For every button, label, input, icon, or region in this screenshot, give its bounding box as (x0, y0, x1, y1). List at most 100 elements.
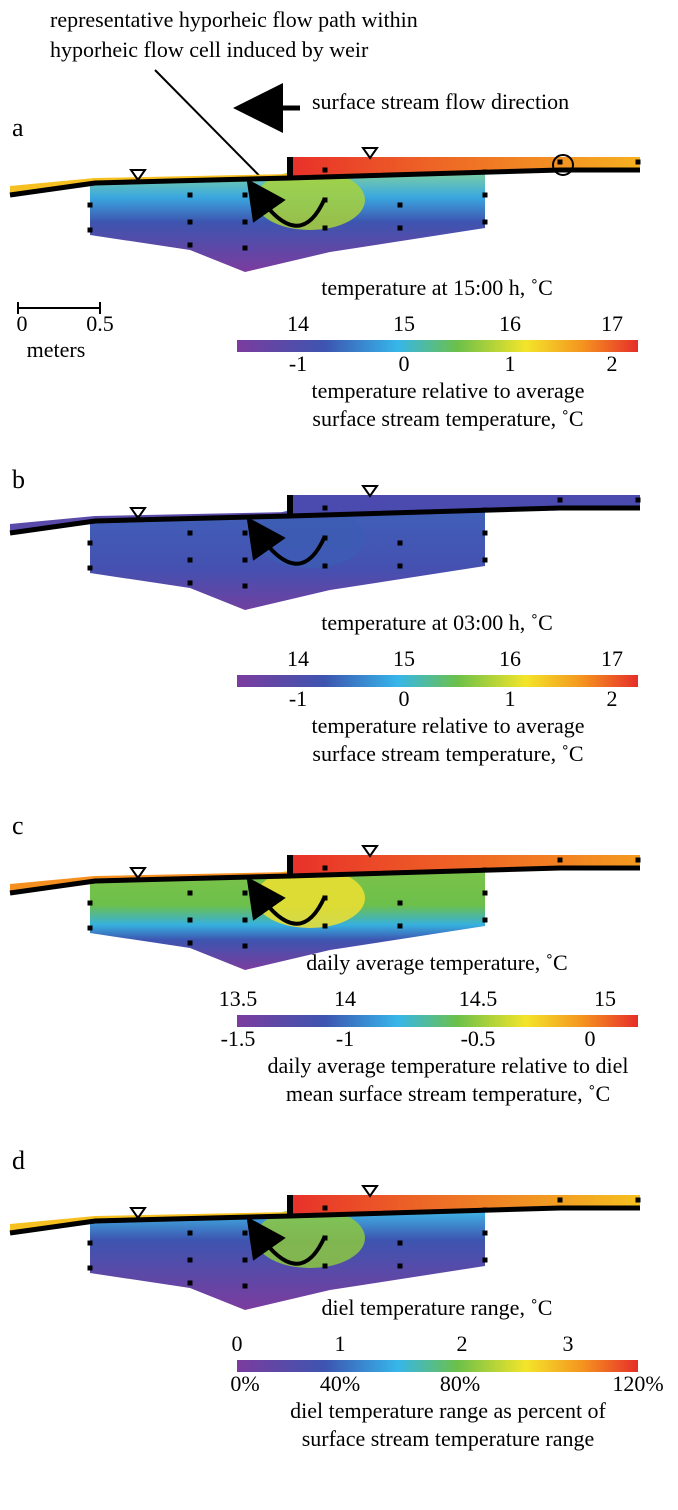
colorbar-tick: -1 (289, 351, 307, 376)
sensor (635, 497, 641, 503)
water-level (129, 507, 147, 520)
colorbar-caption: temperature relative to average (311, 713, 584, 738)
colorbar-tick: 17 (601, 311, 623, 336)
sensor (482, 1230, 488, 1236)
sensor (242, 1257, 248, 1263)
colorbar-tick: -1 (336, 1026, 354, 1051)
sensor (187, 580, 193, 586)
colorbar-tick: 15 (393, 311, 415, 336)
sensor (397, 225, 403, 231)
water-level (361, 845, 379, 858)
colorbar-tick: 80% (440, 1371, 480, 1396)
colorbar-tick: 0% (230, 1371, 259, 1396)
panel-label: b (12, 465, 25, 494)
colorbar-title: temperature at 15:00 h, ˚C (321, 275, 553, 300)
sensor (635, 159, 641, 165)
sensor (187, 917, 193, 923)
sensor (397, 1263, 403, 1269)
panel-label: a (12, 113, 24, 142)
water-level (129, 1207, 147, 1220)
water-level (361, 1185, 379, 1198)
sensor (397, 923, 403, 929)
sensor (242, 557, 248, 563)
colorbar-tick: 120% (612, 1371, 663, 1396)
sensor (87, 565, 93, 571)
flow-direction: surface stream flow direction (312, 89, 569, 114)
sensor (482, 169, 488, 175)
water-level (129, 169, 147, 182)
sensor (322, 505, 328, 511)
flow-path (246, 1216, 327, 1266)
colorbar-tick: 2 (457, 1331, 468, 1356)
water-level (129, 867, 147, 880)
sensor (87, 1265, 93, 1271)
flow-path (246, 876, 327, 926)
sensor (242, 219, 248, 225)
sensor (87, 900, 93, 906)
sensor (322, 225, 328, 231)
sensor (397, 1240, 403, 1246)
colorbar-tick: 1 (335, 1331, 346, 1356)
water-level (361, 485, 379, 498)
scale-tick: 0 (17, 311, 28, 336)
sensor (482, 219, 488, 225)
colorbar (237, 1015, 638, 1027)
colorbar-tick: 1 (505, 351, 516, 376)
sensor (322, 167, 328, 173)
sensor (557, 159, 563, 165)
colorbar (237, 675, 638, 687)
colorbar-tick: 14.5 (459, 986, 498, 1011)
colorbar-tick: -1 (289, 686, 307, 711)
water-upstream (290, 855, 640, 876)
scale-unit: meters (27, 337, 86, 362)
sensor (87, 540, 93, 546)
colorbar-tick: 17 (601, 646, 623, 671)
colorbar (237, 340, 638, 352)
sensor (87, 227, 93, 233)
sensor (322, 563, 328, 569)
colorbar-tick: 2 (607, 351, 618, 376)
sensor (187, 242, 193, 248)
colorbar-tick: 2 (607, 686, 618, 711)
sensor (482, 917, 488, 923)
sensor (242, 1283, 248, 1289)
colorbar-tick: -1.5 (221, 1026, 256, 1051)
water-upstream (290, 495, 640, 516)
sensor (187, 1230, 193, 1236)
sensor (187, 192, 193, 198)
sensor (87, 1240, 93, 1246)
colorbar-caption: daily average temperature relative to di… (268, 1053, 629, 1078)
sensor (87, 202, 93, 208)
sensor (482, 557, 488, 563)
colorbar-caption: diel temperature range as percent of (290, 1398, 606, 1423)
sensor (482, 530, 488, 536)
sensor (242, 917, 248, 923)
sensor (187, 1257, 193, 1263)
sensor (482, 867, 488, 873)
sensor (187, 940, 193, 946)
colorbar-tick: 14 (287, 311, 309, 336)
sensor (482, 192, 488, 198)
sensor (397, 563, 403, 569)
colorbar-caption: surface stream temperature, ˚C (312, 406, 583, 431)
sensor (242, 583, 248, 589)
sensor (557, 1197, 563, 1203)
panel-label: d (12, 1146, 25, 1175)
sensor (635, 1197, 641, 1203)
colorbar-tick: 40% (320, 1371, 360, 1396)
sensor (397, 202, 403, 208)
sensor (187, 530, 193, 536)
colorbar-tick: 14 (334, 986, 356, 1011)
scale-tick: 0.5 (86, 311, 114, 336)
colorbar-caption: mean surface stream temperature, ˚C (286, 1081, 610, 1106)
colorbar-tick: 15 (393, 646, 415, 671)
colorbar-title: daily average temperature, ˚C (306, 950, 567, 975)
colorbar-caption: surface stream temperature range (302, 1426, 595, 1451)
sensor (242, 245, 248, 251)
colorbar-title: temperature at 03:00 h, ˚C (321, 610, 553, 635)
sensor (322, 923, 328, 929)
sensor (187, 890, 193, 896)
colorbar-tick: 0 (399, 686, 410, 711)
sensor (242, 890, 248, 896)
